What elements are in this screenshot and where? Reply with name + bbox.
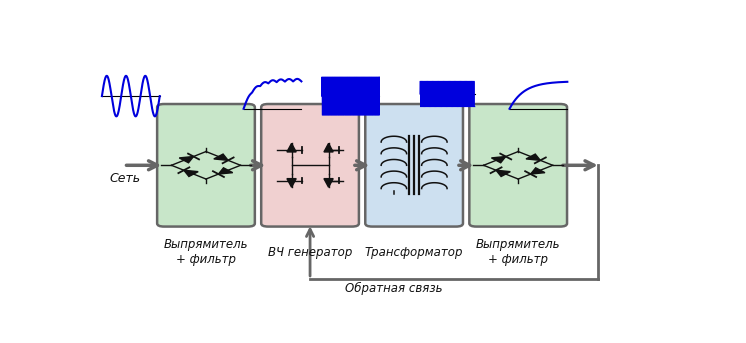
Text: Трансформатор: Трансформатор <box>365 246 463 259</box>
Polygon shape <box>214 154 228 160</box>
Polygon shape <box>179 156 193 163</box>
FancyBboxPatch shape <box>261 104 359 227</box>
Text: Обратная связь: Обратная связь <box>345 282 442 295</box>
Polygon shape <box>492 156 506 163</box>
FancyBboxPatch shape <box>157 104 255 227</box>
Polygon shape <box>496 170 510 177</box>
Text: Сеть: Сеть <box>110 172 140 185</box>
Polygon shape <box>184 170 198 177</box>
FancyBboxPatch shape <box>366 104 463 227</box>
Text: Выпрямитель
+ фильтр: Выпрямитель + фильтр <box>163 238 248 267</box>
Polygon shape <box>530 168 545 174</box>
FancyBboxPatch shape <box>469 104 567 227</box>
Polygon shape <box>287 179 296 187</box>
Polygon shape <box>324 179 333 187</box>
Polygon shape <box>324 143 333 152</box>
Polygon shape <box>219 168 233 174</box>
Polygon shape <box>287 143 296 152</box>
Text: ВЧ генератор: ВЧ генератор <box>268 246 352 259</box>
Polygon shape <box>526 154 540 160</box>
Text: Выпрямитель
+ фильтр: Выпрямитель + фильтр <box>476 238 560 267</box>
